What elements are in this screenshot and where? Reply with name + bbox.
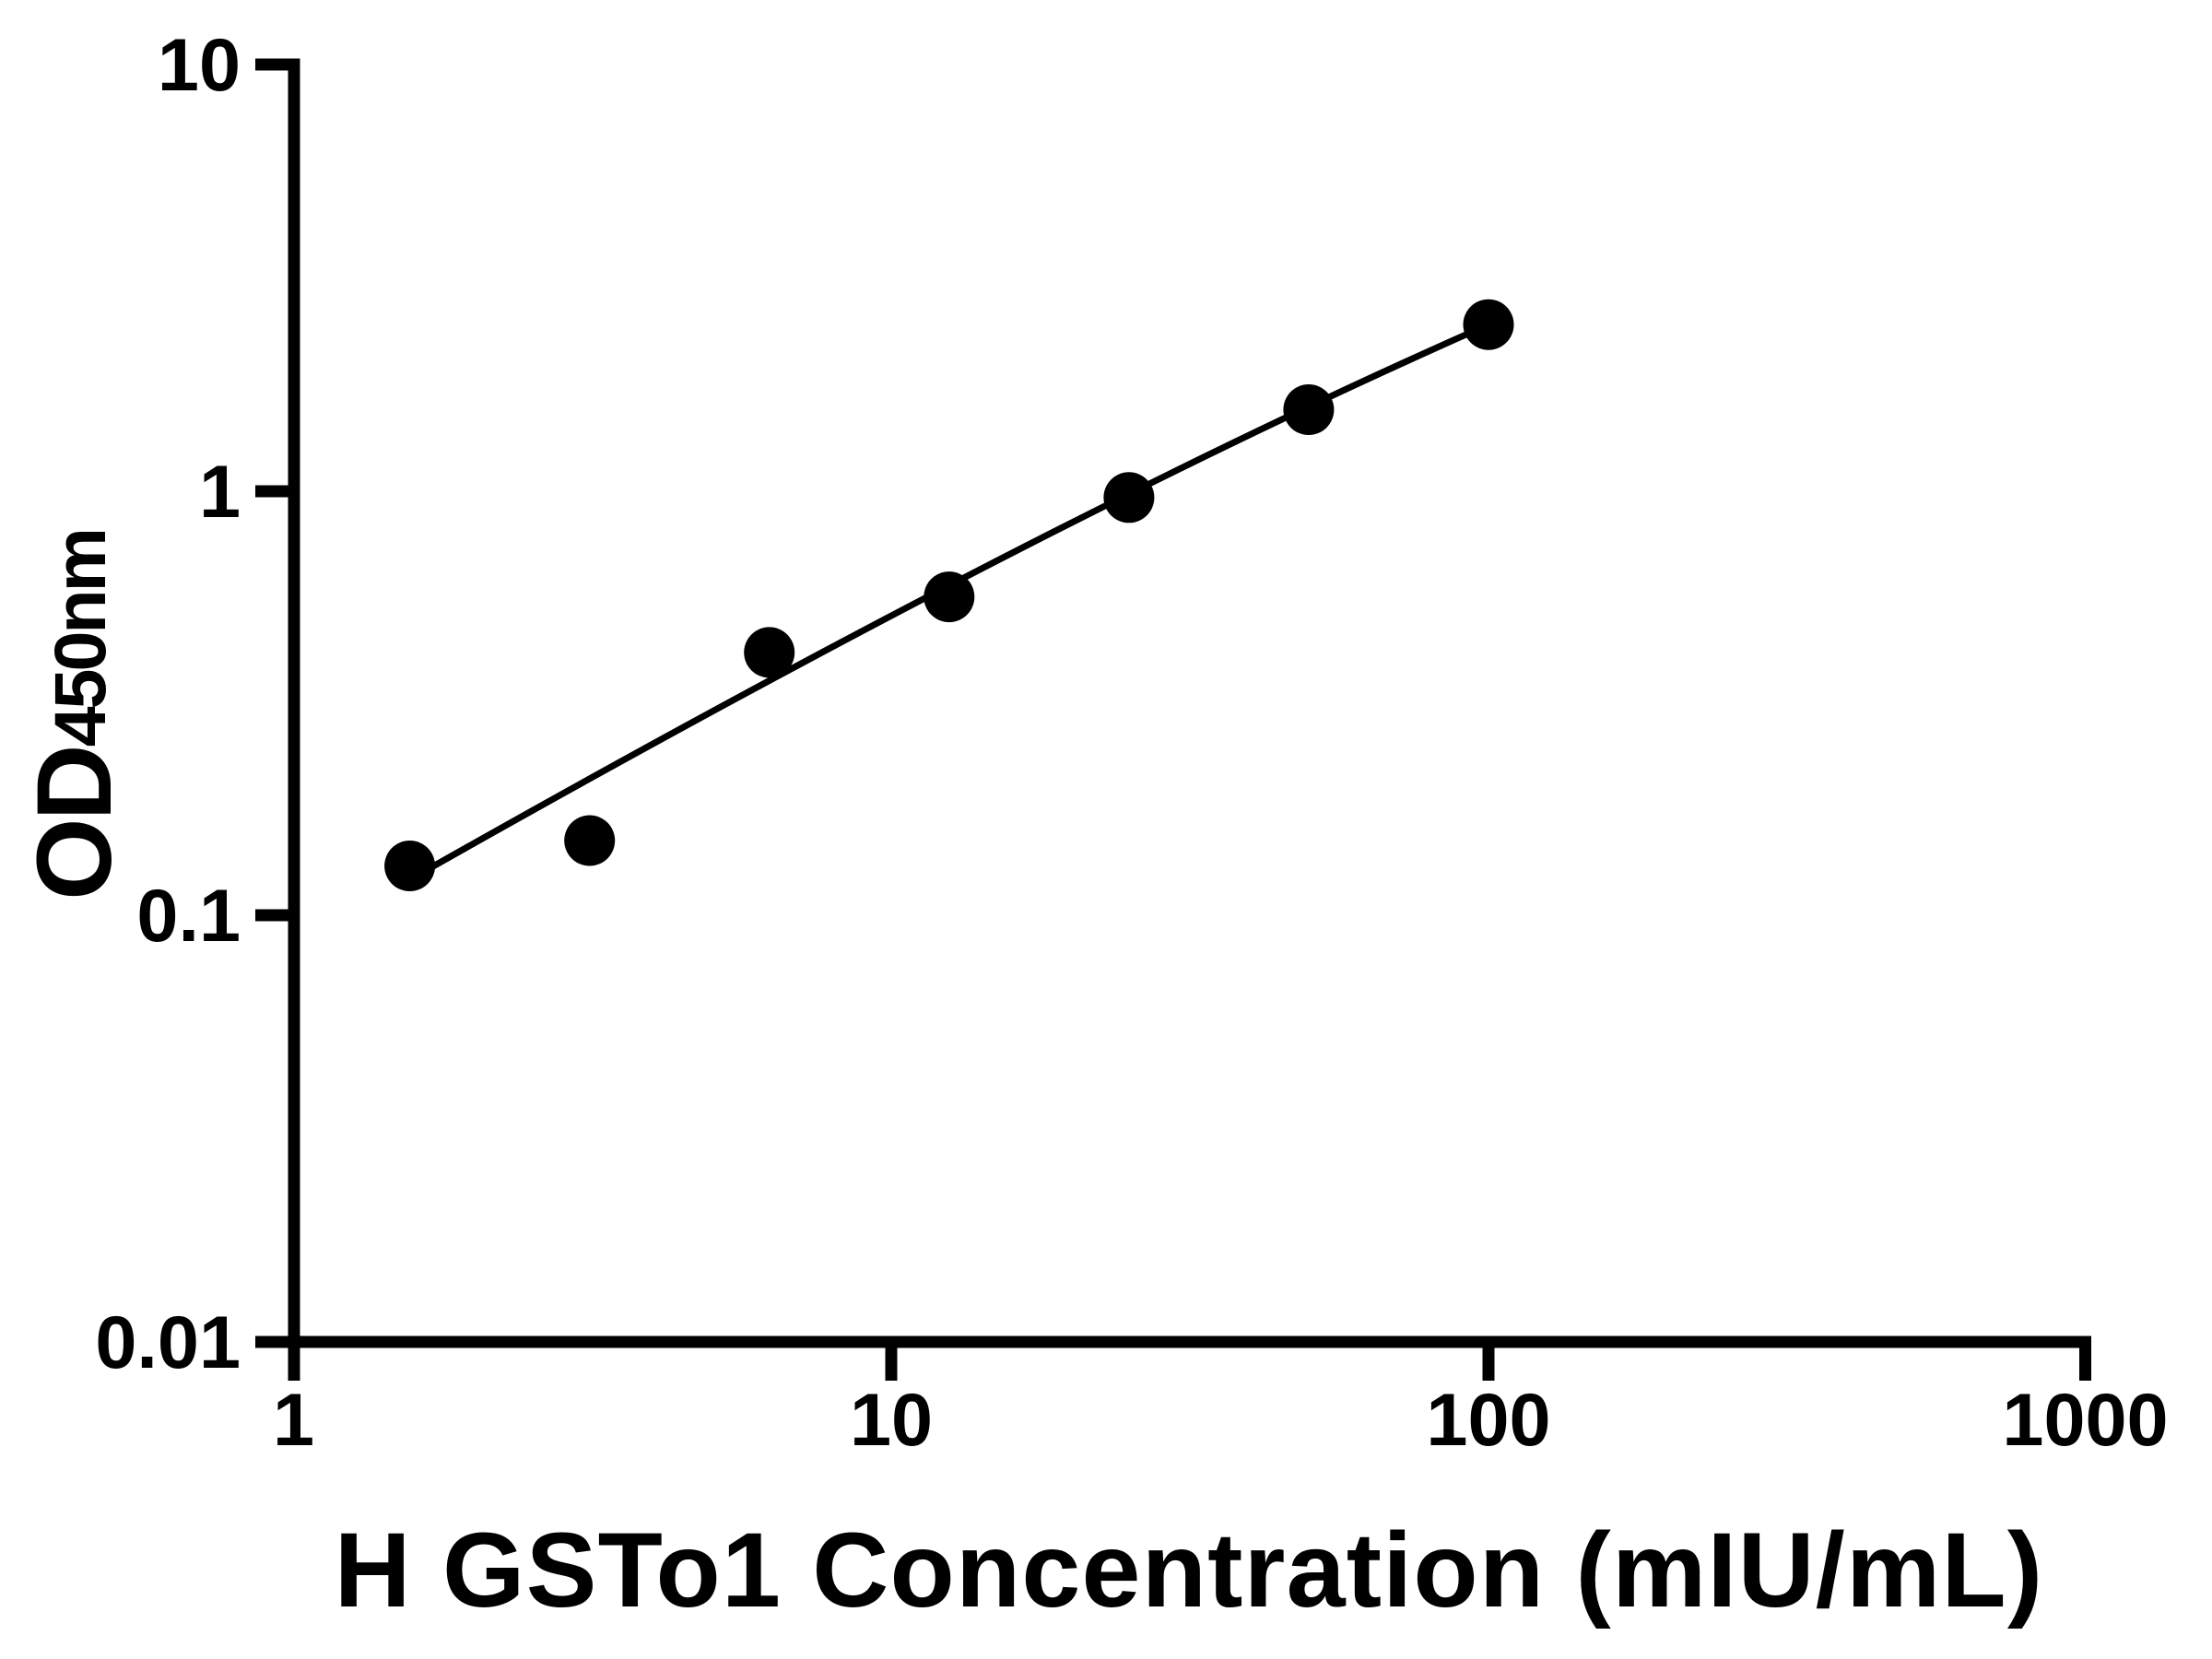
svg-text:10: 10 xyxy=(158,24,241,107)
svg-text:1: 1 xyxy=(273,1379,314,1462)
svg-text:0.1: 0.1 xyxy=(136,875,241,958)
svg-text:1: 1 xyxy=(199,451,241,534)
svg-text:10: 10 xyxy=(850,1379,933,1462)
svg-text:1000: 1000 xyxy=(2002,1379,2168,1462)
svg-text:100: 100 xyxy=(1426,1379,1550,1462)
svg-text:0.01: 0.01 xyxy=(95,1301,241,1384)
svg-text:H GSTo1 Concentration (mIU/mL): H GSTo1 Concentration (mIU/mL) xyxy=(335,1512,2044,1630)
